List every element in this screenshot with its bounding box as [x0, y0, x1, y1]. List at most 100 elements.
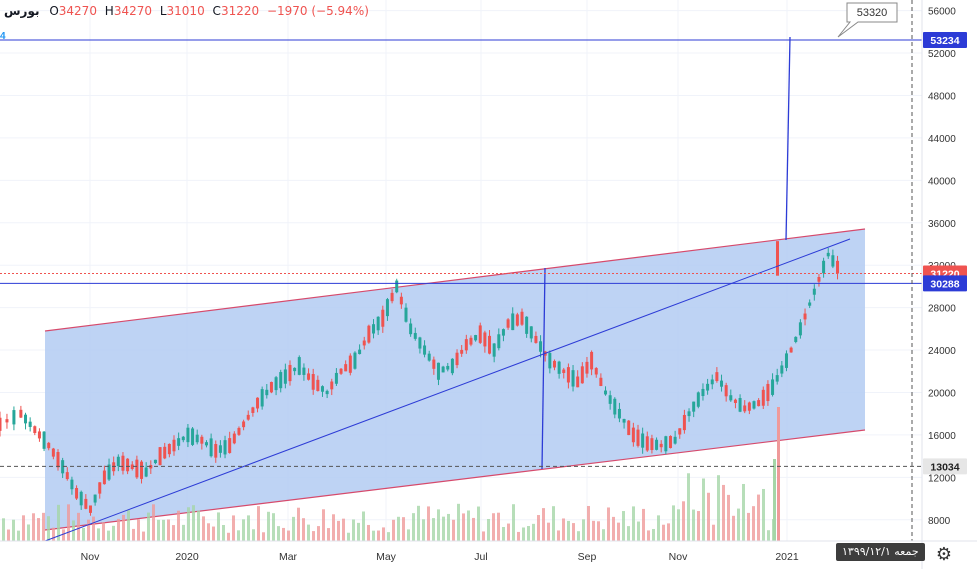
volume-bar — [777, 407, 780, 541]
volume-bar — [422, 519, 425, 541]
candle-body — [803, 313, 807, 320]
volume-bar — [302, 518, 305, 541]
volume-bar — [42, 512, 45, 541]
volume-bar — [657, 515, 660, 541]
x-tick-label: Sep — [578, 551, 597, 563]
gear-icon[interactable]: ⚙ — [935, 544, 953, 565]
price-badge-label: 30288 — [930, 278, 959, 290]
volume-bar — [57, 504, 60, 541]
candle-body — [61, 460, 65, 474]
volume-bar — [397, 516, 400, 541]
candle-body — [539, 341, 543, 352]
candle-body — [529, 326, 533, 339]
volume-bar — [547, 522, 550, 541]
volume-bar — [412, 513, 415, 541]
volume-bar — [117, 518, 120, 541]
candle-body — [594, 368, 598, 375]
volume-bar — [677, 509, 680, 541]
change-value: −1970 (−5.94%) — [266, 4, 369, 18]
volume-bar — [692, 509, 695, 541]
volume-bar — [382, 527, 385, 541]
volume-bar — [102, 522, 105, 541]
volume-bar — [197, 510, 200, 541]
candle-body — [307, 373, 311, 380]
candle-body — [613, 398, 617, 415]
volume-bar — [237, 530, 240, 541]
volume-bar — [367, 524, 370, 541]
volume-bar — [417, 505, 420, 541]
volume-bar — [632, 506, 635, 541]
volume-bar — [642, 508, 645, 541]
candle-body — [766, 383, 770, 402]
candle-body — [130, 464, 134, 470]
volume-bar — [592, 520, 595, 541]
candle-body — [33, 426, 37, 434]
candle-body — [367, 325, 371, 343]
x-tick-label: Nov — [669, 551, 688, 563]
candle-body — [395, 280, 399, 293]
volume-bar — [622, 511, 625, 541]
x-tick-label: Mar — [279, 551, 298, 563]
volume-bar — [342, 518, 345, 541]
volume-bar — [127, 510, 130, 541]
volume-bar — [277, 526, 280, 541]
volume-bar — [587, 505, 590, 541]
candle-body — [316, 379, 320, 391]
candle-body — [12, 410, 16, 425]
candle-body — [460, 349, 464, 354]
volume-bar — [252, 529, 255, 541]
y-tick-label: 8000 — [928, 516, 951, 527]
volume-bar — [502, 526, 505, 541]
candle-body — [242, 421, 246, 428]
volume-bar — [307, 524, 310, 541]
volume-bar — [627, 526, 630, 541]
volume-bar — [2, 518, 5, 541]
candle-body — [733, 399, 737, 403]
volume-bar — [122, 514, 125, 541]
candle-body — [469, 337, 473, 345]
volume-bar — [242, 519, 245, 541]
volume-bar — [17, 530, 20, 541]
candle-body — [376, 316, 380, 331]
volume-bar — [192, 505, 195, 541]
volume-bar — [532, 523, 535, 541]
candle-body — [158, 447, 162, 466]
candle-body — [186, 427, 190, 443]
candle-body — [497, 334, 501, 349]
volume-bar — [392, 519, 395, 541]
volume-bar — [212, 526, 215, 541]
open-value: 34270 — [58, 4, 97, 18]
candle-body — [631, 427, 635, 443]
volume-bar — [737, 508, 740, 541]
candle-body — [664, 436, 668, 452]
candle-body — [237, 427, 241, 435]
volume-bar — [67, 504, 70, 541]
volume-bar — [597, 521, 600, 541]
x-tick-label: May — [376, 551, 397, 563]
volume-bar — [757, 494, 760, 541]
candle-body — [808, 302, 812, 306]
volume-bar — [27, 524, 30, 541]
open-label: O — [49, 4, 59, 18]
volume-bar — [557, 530, 560, 541]
volume-bar — [217, 512, 220, 541]
candle-body — [297, 357, 301, 375]
candle-body — [566, 367, 570, 383]
candle-body — [682, 414, 686, 431]
trend-line-diagonal — [44, 238, 851, 542]
volume-bar — [317, 526, 320, 541]
volume-bar — [132, 528, 135, 541]
candle-body — [344, 364, 348, 372]
candle-body — [836, 260, 840, 274]
candle-body — [715, 372, 719, 382]
candle-body — [144, 467, 148, 477]
candle-body — [831, 255, 835, 267]
volume-bar — [262, 532, 265, 541]
volume-bar — [357, 522, 360, 541]
candle-body — [780, 365, 784, 374]
candle-body — [70, 479, 74, 490]
candle-body — [427, 353, 431, 361]
candle-body — [464, 339, 468, 351]
volume-bar — [297, 507, 300, 541]
